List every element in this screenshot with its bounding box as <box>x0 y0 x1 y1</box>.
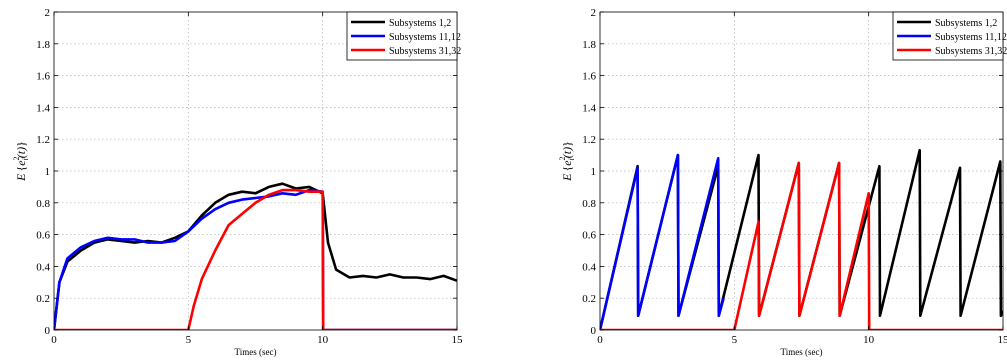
legend: Subsystems 1,2 Subsystems 11,12 Subsystems… <box>346 11 461 61</box>
legend-label-3: Subsystems 31,32 <box>389 46 461 57</box>
x-axis-label: Times (sec) <box>235 347 277 357</box>
series-line-2 <box>600 153 725 330</box>
y-tick-label: 0.4 <box>36 261 50 273</box>
chart-panel-2: 0 5 10 15 0 0.2 0.4 0.6 0.8 1 1.2 1.4 1.6 1.8 2 Times (… <box>558 7 1007 357</box>
series-group <box>54 182 457 330</box>
y-tick-label: 1.8 <box>36 39 50 51</box>
y-tick-label: 2 <box>591 7 597 19</box>
y-tick-label: 0.2 <box>36 293 50 305</box>
x-tick-label: 15 <box>452 334 464 346</box>
y-tick-label: 0.2 <box>582 293 596 305</box>
x-tick-label: 10 <box>863 334 875 346</box>
y-tick-label: 1.4 <box>36 102 50 114</box>
x-tick-label: 5 <box>186 334 192 346</box>
y-tick-label: 0.8 <box>582 198 596 210</box>
legend-label-1: Subsystems 1,2 <box>935 18 997 29</box>
y-tick-label: 0.6 <box>582 230 596 242</box>
y-tick-label: 1 <box>45 166 51 178</box>
y-tick-label: 1.6 <box>36 71 50 83</box>
legend-label-1: Subsystems 1,2 <box>389 18 451 29</box>
x-tick-label: 10 <box>317 334 329 346</box>
y-tick-label: 1.6 <box>582 71 596 83</box>
y-axis-label: E{e2i(t)} <box>12 141 30 182</box>
legend-label-2: Subsystems 11,12 <box>389 32 461 43</box>
series-line-1 <box>54 182 457 330</box>
y-tick-label: 2 <box>45 7 51 19</box>
y-axis-label: E{e2i(t)} <box>558 141 576 182</box>
x-axis-label: Times (sec) <box>781 347 823 357</box>
series-line-3 <box>600 161 1003 330</box>
series-group <box>600 149 1003 330</box>
legend: Subsystems 1,2 Subsystems 11,12 Subsystems… <box>892 11 1007 61</box>
y-tick-label: 0.8 <box>36 198 50 210</box>
y-tick-label: 0 <box>45 325 51 337</box>
y-tick-label: 1.2 <box>582 134 596 146</box>
series-line-3 <box>54 188 457 330</box>
x-tick-label: 5 <box>732 334 738 346</box>
y-tick-label: 1.4 <box>582 102 596 114</box>
legend-label-3: Subsystems 31,32 <box>935 46 1007 57</box>
y-tick-label: 0.4 <box>582 261 596 273</box>
x-tick-label: 15 <box>998 334 1007 346</box>
x-tick-label: 0 <box>51 334 57 346</box>
y-tick-label: 0 <box>591 325 597 337</box>
chart-panel-1: 0 5 10 15 0 0.2 0.4 0.6 0.8 1 1.2 1.4 1.6 1.8 2 Times (… <box>12 7 463 357</box>
x-tick-label: 0 <box>597 334 603 346</box>
y-tick-label: 1.2 <box>36 134 50 146</box>
series-line-2 <box>54 188 457 330</box>
y-tick-label: 1.8 <box>582 39 596 51</box>
y-tick-label: 0.6 <box>36 230 50 242</box>
legend-label-2: Subsystems 11,12 <box>935 32 1007 43</box>
y-tick-label: 1 <box>591 166 597 178</box>
